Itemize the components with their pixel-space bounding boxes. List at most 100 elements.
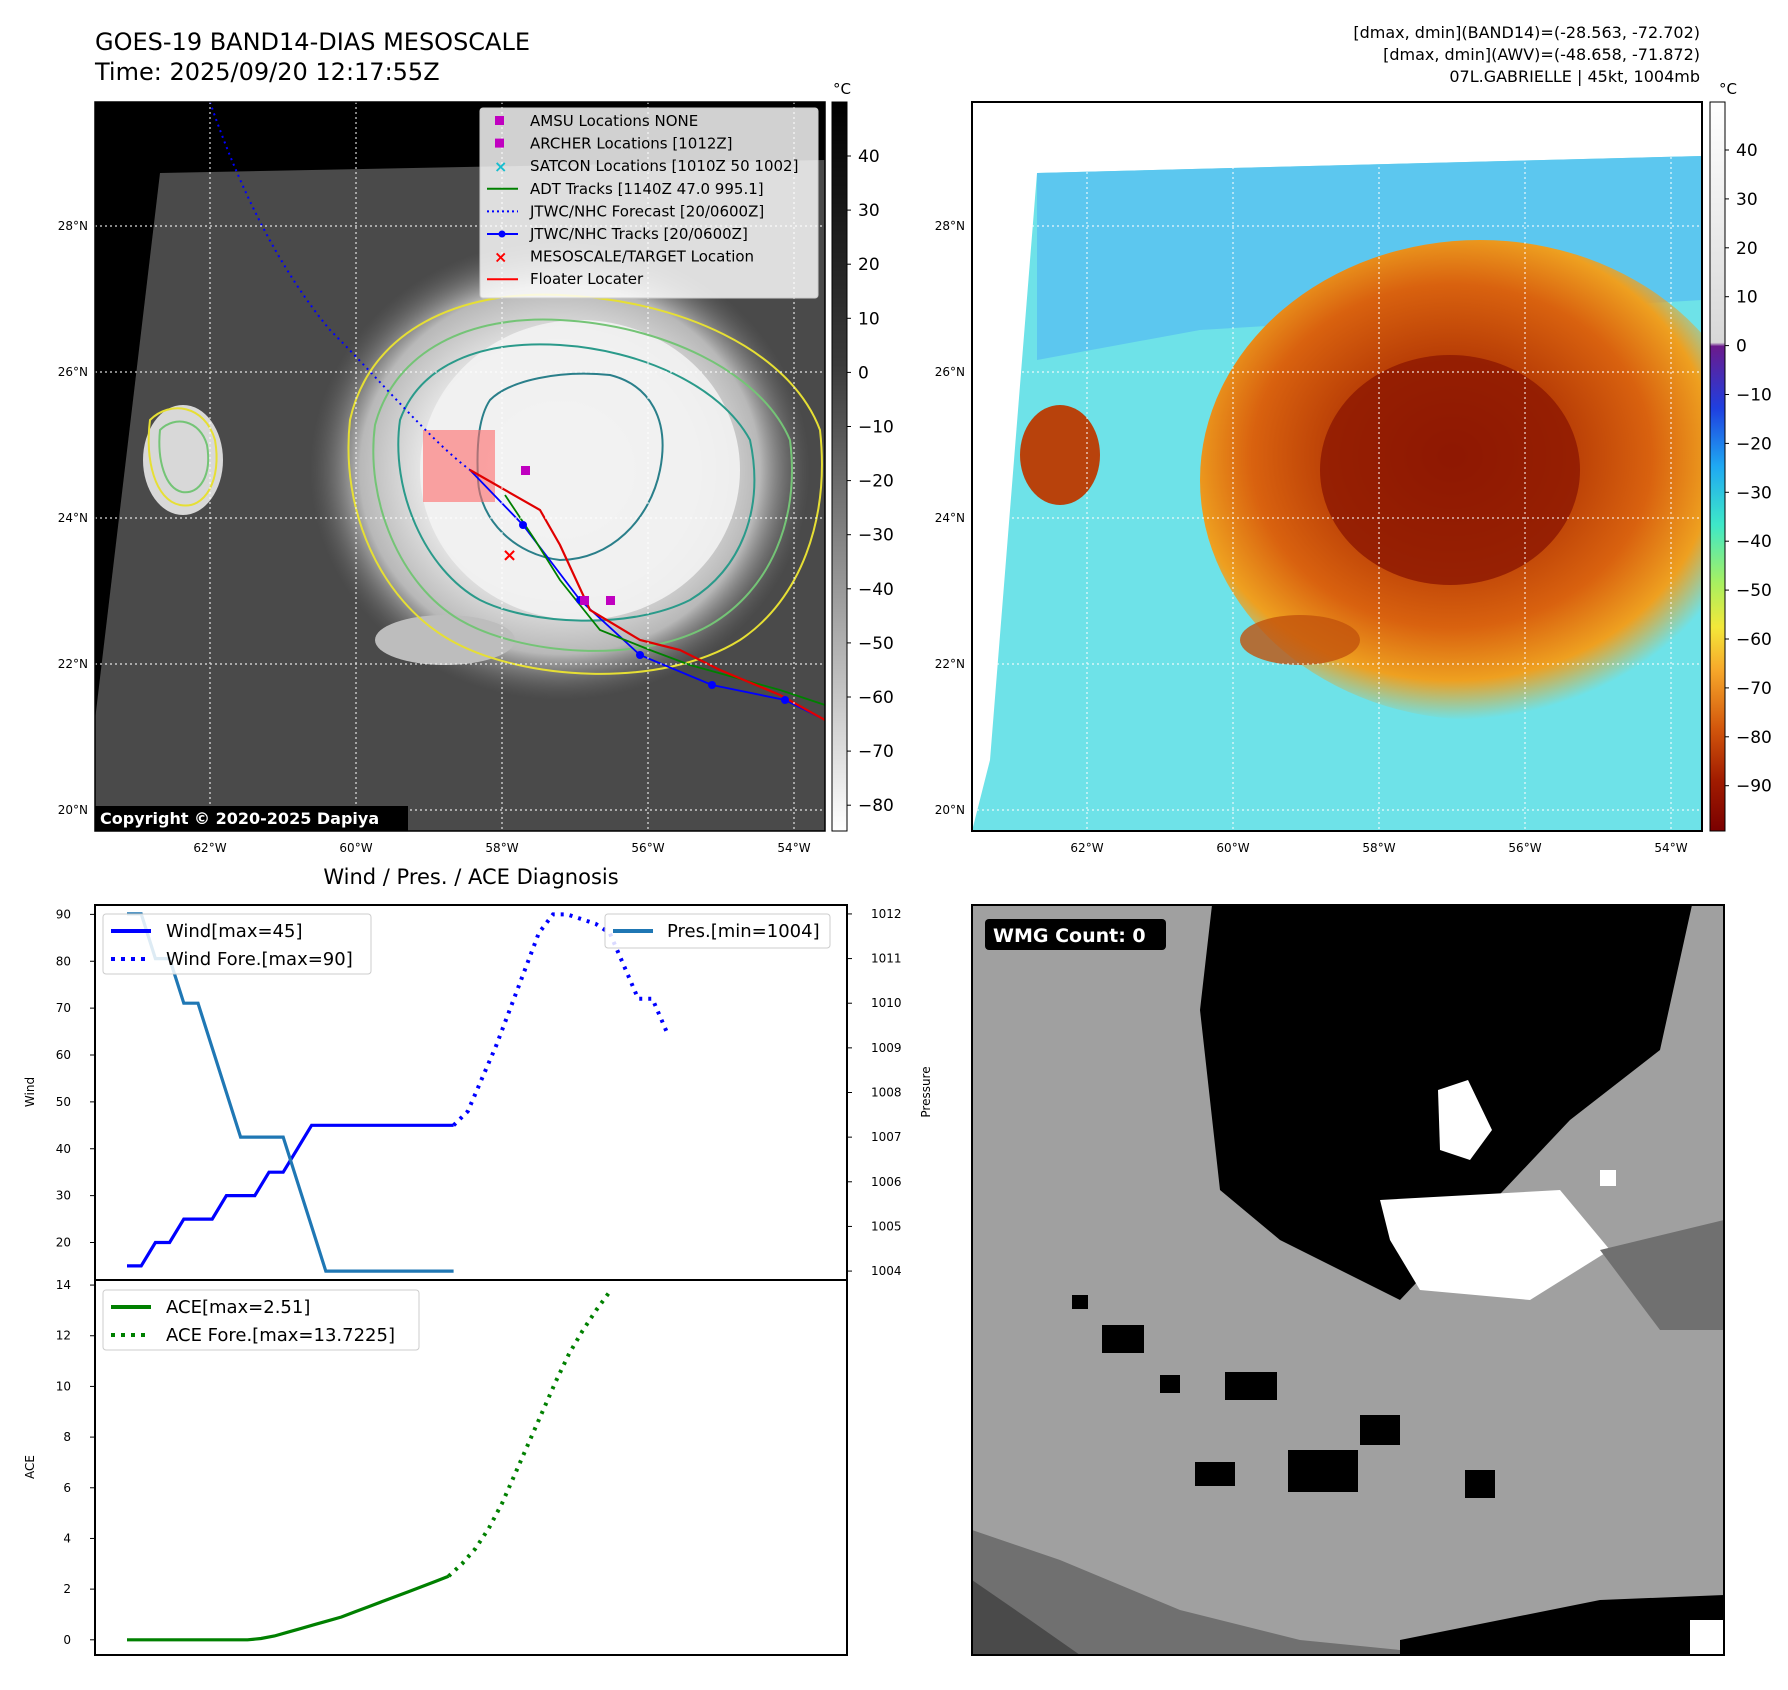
- colorbar-tick-label: −80: [1736, 728, 1772, 748]
- ir-gray-map: × AMSU Locations NONE ARCHER Locations [1…: [58, 101, 826, 855]
- axis-tick-label: 14: [56, 1278, 71, 1292]
- colorbar-tick-label: −50: [1736, 581, 1772, 601]
- lat-label-28: 28°N: [58, 219, 88, 233]
- lon-label-56: 56°W: [631, 841, 664, 855]
- axis-tick-label: 1008: [871, 1086, 902, 1100]
- axis-tick-label: 90: [56, 907, 71, 921]
- colorbar-tick-label: −30: [1736, 483, 1772, 503]
- lat-label-24: 24°N: [935, 511, 965, 525]
- series-line: [452, 912, 669, 1127]
- axis-tick-label: 10: [56, 1379, 71, 1393]
- colorbar-tick-label: −90: [1736, 777, 1772, 797]
- axis-tick-label: 1005: [871, 1219, 902, 1233]
- legend-item: JTWC/NHC Tracks [20/0600Z]: [487, 225, 748, 243]
- svg-text:×: ×: [502, 545, 517, 566]
- legend-item: × MESOSCALE/TARGET Location: [494, 248, 754, 267]
- color-colorbar-unit: °C: [1719, 80, 1737, 98]
- colorbar-tick-label: 20: [1736, 239, 1758, 259]
- colorbar-tick-label: 40: [858, 147, 880, 167]
- colorbar-tick-label: 20: [858, 255, 880, 275]
- legend-pressure: Pres.[min=1004]: [667, 921, 820, 942]
- legend-item: AMSU Locations NONE: [495, 112, 698, 130]
- map-left-lat-labels: 28°N 26°N 24°N 22°N 20°N: [58, 219, 88, 817]
- lon-label-62: 62°W: [193, 841, 226, 855]
- ace-plot: ACE 14 12 10 8 6 4 2 0 ACE[max=2.51] ACE Fore.[…: [23, 1278, 848, 1656]
- colorbar-tick-label: 10: [858, 309, 880, 329]
- colorbar-tick-label: −30: [858, 526, 894, 546]
- colorbar-tick-label: −70: [1736, 679, 1772, 699]
- lon-label-54: 54°W: [1654, 841, 1687, 855]
- color-colorbar: °C 40 30 20 10 0 −10 −20 −30 −40 −50 −60 −70 −80 −90: [1709, 80, 1772, 832]
- legend-wind: Wind[max=45]: [166, 921, 303, 942]
- lat-label-24: 24°N: [58, 511, 88, 525]
- info-band14: [dmax, dmin](BAND14)=(-28.563, -72.702): [1353, 23, 1700, 42]
- legend-label: MESOSCALE/TARGET Location: [530, 248, 754, 266]
- colorbar-tick-label: −10: [858, 418, 894, 438]
- legend-marker-x: ×: [494, 157, 507, 176]
- legend-label: ADT Tracks [1140Z 47.0 995.1]: [530, 180, 764, 198]
- ace-legend: ACE[max=2.51] ACE Fore.[max=13.7225]: [102, 1289, 420, 1351]
- figure-time: Time: 2025/09/20 12:17:55Z: [94, 58, 440, 86]
- lat-label-20: 20°N: [58, 803, 88, 817]
- colorbar-tick-label: 0: [1736, 337, 1747, 357]
- axis-tick-label: 1004: [871, 1264, 902, 1278]
- legend-item: JTWC/NHC Forecast [20/0600Z]: [487, 202, 764, 220]
- copyright-text: Copyright © 2020-2025 Dapiya: [100, 809, 379, 828]
- legend-label: ARCHER Locations [1012Z]: [530, 135, 733, 153]
- colorbar-tick-label: −80: [858, 796, 894, 816]
- axis-tick-label: 60: [56, 1048, 71, 1062]
- wmg-panel: WMG Count: 0: [971, 904, 1725, 1656]
- legend-label: SATCON Locations [1010Z 50 1002]: [530, 157, 798, 175]
- axis-tick-label: 1011: [871, 952, 902, 966]
- colorbar-tick-label: −70: [858, 742, 894, 762]
- colorbar-tick-label: −50: [858, 634, 894, 654]
- axis-tick-label: 80: [56, 954, 71, 968]
- ace-axis-label: ACE: [23, 1455, 37, 1479]
- series-line: [447, 1290, 612, 1578]
- wind-axis-label: Wind: [23, 1077, 37, 1107]
- lon-label-58: 58°W: [1362, 841, 1395, 855]
- axis-tick-label: 0: [63, 1633, 71, 1647]
- colorbar-tick-label: −60: [1736, 630, 1772, 650]
- axis-tick-label: 70: [56, 1001, 71, 1015]
- lat-label-22: 22°N: [935, 657, 965, 671]
- legend-marker-x: ×: [494, 248, 507, 267]
- axis-tick-label: 8: [63, 1430, 71, 1444]
- lon-label-60: 60°W: [339, 841, 372, 855]
- axis-tick-label: 1009: [871, 1041, 902, 1055]
- axis-tick-label: 1007: [871, 1130, 902, 1144]
- map-left-lon-labels: 62°W 60°W 58°W 56°W 54°W: [193, 841, 810, 855]
- diagnosis-title: Wind / Pres. / ACE Diagnosis: [323, 865, 618, 889]
- figure-title: GOES-19 BAND14-DIAS MESOSCALE: [95, 28, 530, 56]
- gray-colorbar: °C 40 30 20 10 0 −10 −20 −30 −40 −50 −60 −70 −80: [831, 80, 894, 832]
- colorbar-tick-label: −20: [1736, 434, 1772, 454]
- info-awv: [dmax, dmin](AWV)=(-48.658, -71.872): [1383, 45, 1700, 64]
- colorbar-tick-label: −20: [858, 472, 894, 492]
- legend-label: Floater Locater: [530, 270, 644, 288]
- map-right-lat-labels: 28°N 26°N 24°N 22°N 20°N: [935, 219, 965, 817]
- map-right-lon-labels: 62°W 60°W 58°W 56°W 54°W: [1070, 841, 1687, 855]
- legend-label: JTWC/NHC Forecast [20/0600Z]: [529, 202, 764, 220]
- axis-tick-label: 50: [56, 1095, 71, 1109]
- legend-marker-square: [495, 138, 504, 148]
- colorbar-tick-label: −10: [1736, 386, 1772, 406]
- legend-item: × SATCON Locations [1010Z 50 1002]: [494, 157, 798, 176]
- axis-tick-label: 1010: [871, 996, 902, 1010]
- lon-label-58: 58°W: [485, 841, 518, 855]
- legend-label: AMSU Locations NONE: [530, 112, 698, 130]
- legend-label: JTWC/NHC Tracks [20/0600Z]: [529, 225, 748, 243]
- lon-label-56: 56°W: [1508, 841, 1541, 855]
- colorbar-tick-label: 30: [1736, 190, 1758, 210]
- wmg-count-badge: WMG Count: 0: [993, 925, 1146, 947]
- legend-marker-square: [495, 116, 504, 125]
- lat-label-28: 28°N: [935, 219, 965, 233]
- legend-item: Floater Locater: [487, 270, 644, 288]
- axis-tick-label: 2: [63, 1582, 71, 1596]
- lat-label-22: 22°N: [58, 657, 88, 671]
- axis-tick-label: 30: [56, 1189, 71, 1203]
- lon-label-60: 60°W: [1216, 841, 1249, 855]
- colorbar-tick-label: −60: [858, 688, 894, 708]
- gray-colorbar-unit: °C: [833, 80, 851, 98]
- lon-label-54: 54°W: [777, 841, 810, 855]
